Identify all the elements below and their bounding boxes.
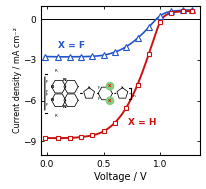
Text: X = F: X = F: [58, 41, 85, 50]
Y-axis label: Current density / mA cm⁻²: Current density / mA cm⁻²: [13, 27, 22, 133]
X-axis label: Voltage / V: Voltage / V: [94, 172, 147, 182]
Text: X = H: X = H: [128, 118, 157, 127]
